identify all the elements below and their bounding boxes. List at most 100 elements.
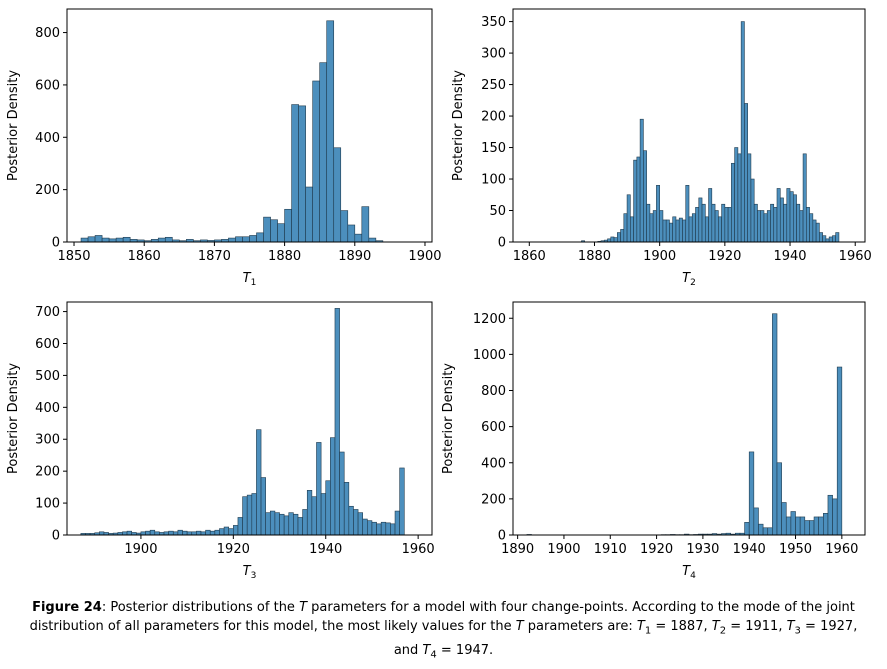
y-tick-label: 400 [481, 456, 506, 471]
histogram-bar [219, 528, 225, 536]
histogram-bar [724, 207, 729, 243]
histogram-bar [762, 527, 769, 536]
y-axis-label: Posterior Density [6, 70, 21, 181]
histogram-bar [80, 237, 89, 243]
histogram-t4: 1890 1900 1910 1920 1930 1940 1950 1960 0 200 400 6… [441, 301, 866, 581]
x-tick-label: 1900 [643, 249, 676, 264]
histogram-bar [249, 235, 257, 243]
histogram-bar [149, 529, 156, 536]
histogram-bar [164, 236, 173, 243]
histogram-bar [776, 188, 781, 243]
histogram-bar [228, 528, 234, 536]
histogram-bar [795, 516, 801, 536]
histogram-bar [177, 529, 183, 536]
histogram-bar [744, 103, 748, 243]
y-tick-label: 50 [489, 204, 506, 219]
histogram-bar [792, 194, 797, 243]
histogram-bar [815, 222, 820, 243]
histogram-bar [737, 153, 742, 243]
histogram-bar [291, 104, 299, 243]
caption-text-3: parameters are: [523, 619, 637, 634]
histogram-bar [776, 462, 782, 536]
histogram-bar [704, 216, 709, 243]
histogram-bar [339, 451, 345, 536]
histogram-bar [394, 510, 400, 536]
histogram-bar [87, 236, 96, 243]
y-tick-label: 250 [481, 78, 506, 93]
x-tick-label: 1950 [779, 542, 812, 557]
x-tick-label: 1860 [513, 249, 546, 264]
histogram-bar [827, 494, 833, 536]
figure-label: Figure 24 [32, 600, 102, 615]
histogram-bar [326, 20, 335, 243]
histogram-bar [636, 156, 641, 243]
y-tick-label: 350 [481, 15, 506, 30]
histogram-bar [695, 207, 700, 243]
y-tick-label: 700 [35, 305, 60, 320]
y-tick-label: 100 [35, 497, 60, 512]
histogram-bar [260, 477, 266, 536]
y-axis-label: Posterior Density [441, 363, 456, 474]
histogram-bar [122, 236, 131, 243]
histogram-bar [760, 210, 765, 243]
histogram-bar [242, 496, 248, 536]
x-tick-label: 1960 [825, 542, 858, 557]
histogram-bar [385, 522, 391, 536]
histogram-bar [698, 197, 703, 243]
histogram-bar [316, 442, 322, 536]
y-tick-label: 600 [35, 337, 60, 352]
histogram-bar [773, 207, 778, 243]
histogram-bar [802, 153, 807, 243]
histogram-bar [744, 522, 750, 536]
caption-text-1: : Posterior distributions of the [101, 600, 300, 615]
histogram-bar [182, 530, 188, 536]
y-tick-label: 800 [481, 384, 506, 399]
histogram-bars [526, 313, 843, 536]
histogram-bar [813, 516, 819, 536]
histogram-bar [251, 493, 257, 536]
histogram-bar [786, 188, 791, 243]
histogram-bar [354, 233, 363, 243]
histogram-bar [646, 203, 651, 243]
histogram-bar [796, 203, 801, 243]
caption-value-t1: T1 = 1887 [636, 619, 704, 637]
axes-frame [512, 8, 866, 243]
histogram-bar [279, 513, 285, 536]
histogram-bar [145, 530, 151, 536]
x-tick-label: 1900 [547, 542, 580, 557]
y-tick-label: 0 [498, 236, 506, 251]
x-tick-label: 1890 [501, 542, 534, 557]
histogram-bar [623, 213, 628, 243]
histogram-bar [819, 232, 823, 243]
x-tick-label: 1920 [708, 249, 741, 264]
histogram-bar [270, 219, 278, 243]
histogram-bar [168, 530, 174, 536]
histogram-bar [659, 210, 664, 243]
histogram-bar [652, 210, 657, 243]
histogram-bar [685, 185, 690, 243]
histogram-bar [763, 213, 768, 243]
x-tick-label: 1860 [128, 249, 161, 264]
histogram-bar [320, 493, 327, 536]
histogram-bar [297, 517, 303, 536]
y-tick-label: 600 [481, 420, 506, 435]
histogram-bar [333, 147, 342, 243]
histogram-bar [274, 512, 280, 536]
axes-frame [512, 301, 866, 536]
x-tick-label: 1940 [773, 249, 806, 264]
x-tick-label: 1850 [57, 249, 90, 264]
histogram-bar [306, 490, 313, 536]
x-tick-label: 1960 [402, 542, 435, 557]
histogram-bar [319, 62, 328, 243]
y-tick-label: 0 [498, 529, 506, 544]
histogram-bar [740, 21, 745, 243]
histogram-bar [399, 467, 405, 536]
histogram-bar [283, 515, 290, 536]
histogram-bar [758, 523, 764, 536]
figure-charts: 1850 1860 1870 1880 1890 1900 0 200 400 600 800 T1 P… [6, 8, 872, 581]
histogram-bar [772, 313, 778, 536]
histogram-bar [246, 494, 253, 536]
histogram-bar [747, 153, 752, 243]
caption-value-t2: T2 = 1911 [711, 619, 779, 637]
y-tick-label: 200 [481, 492, 506, 507]
